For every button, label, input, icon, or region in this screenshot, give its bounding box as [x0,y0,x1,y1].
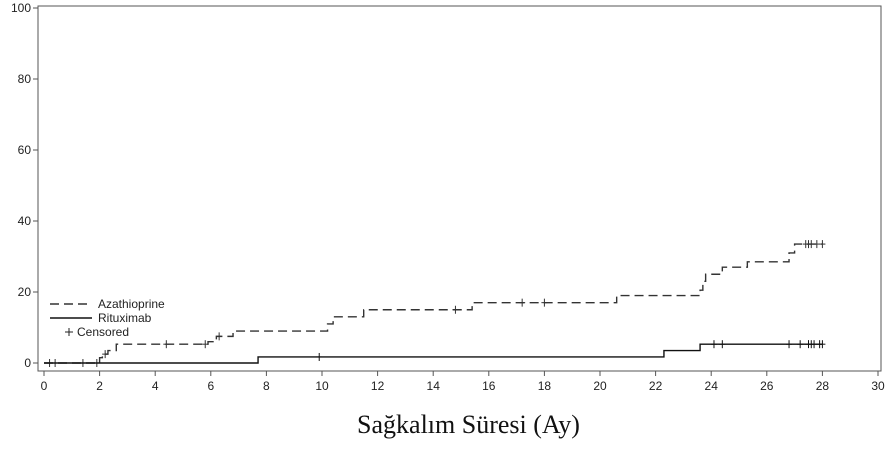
x-tick-label: 24 [705,379,719,393]
x-tick-label: 0 [41,379,48,393]
y-tick-label: 40 [18,214,32,228]
y-tick-label: 100 [11,1,31,15]
x-axis-label: Sağkalım Süresi (Ay) [357,410,580,439]
x-tick-label: 10 [315,379,329,393]
series-line-azathioprine [44,243,823,364]
x-tick-label: 2 [96,379,103,393]
x-tick-label: 4 [152,379,159,393]
legend-item-censored-label: Censored [77,325,129,339]
series-layer [44,240,826,367]
series-line-rituximab [44,343,823,364]
y-tick-label: 60 [18,143,32,157]
y-tick-label: 80 [18,72,32,86]
x-tick-label: 8 [263,379,270,393]
x-tick-label: 22 [649,379,663,393]
plot-frame [37,5,882,372]
x-tick-label: 18 [538,379,552,393]
y-tick-label: 20 [18,285,32,299]
x-tick-label: 30 [871,379,885,393]
x-tick-label: 16 [482,379,496,393]
x-tick-label: 14 [427,379,441,393]
y-tick-label: 0 [24,356,31,370]
x-tick-label: 12 [371,379,385,393]
x-tick-label: 6 [207,379,214,393]
x-tick-label: 28 [816,379,830,393]
legend-item-azathioprine-label: Azathioprine [98,297,165,311]
x-tick-label: 20 [593,379,607,393]
x-tick-label: 26 [760,379,774,393]
legend-item-rituximab-label: Rituximab [98,311,152,325]
